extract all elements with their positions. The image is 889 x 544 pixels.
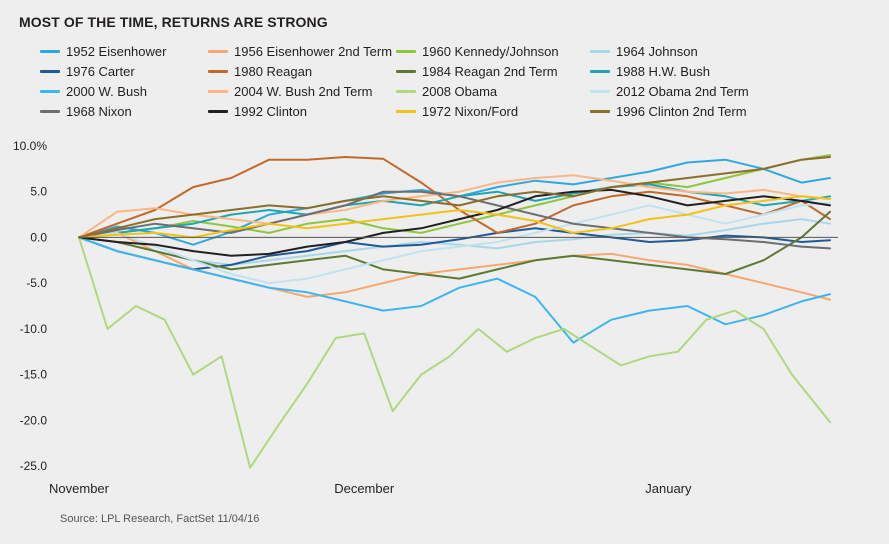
legend-swatch <box>590 109 610 113</box>
legend-label: 1992 Clinton <box>234 103 307 119</box>
legend-item: 1964 Johnson <box>590 42 698 60</box>
legend-item: 1980 Reagan <box>208 62 312 80</box>
y-tick-label: -10.0 <box>20 322 48 336</box>
legend-swatch <box>396 49 416 53</box>
series-line-14 <box>78 195 831 239</box>
series-line-4 <box>78 227 831 271</box>
series-line-8 <box>78 236 831 344</box>
legend-swatch <box>208 69 228 73</box>
legend-label: 1952 Eisenhower <box>66 43 167 59</box>
legend-item: 2008 Obama <box>396 82 497 100</box>
legend-label: 1980 Reagan <box>234 63 313 79</box>
y-tick-label: 10.0% <box>13 139 47 153</box>
legend-label: 2000 W. Bush <box>66 83 147 99</box>
series-line-3 <box>78 218 831 266</box>
legend-label: 1988 H.W. Bush <box>616 63 710 79</box>
y-tick-label: -15.0 <box>20 368 48 382</box>
legend-item: 1988 H.W. Bush <box>590 62 710 80</box>
legend-item: 1956 Eisenhower 2nd Term <box>208 42 392 60</box>
legend-swatch <box>396 89 416 93</box>
legend-swatch <box>590 89 610 93</box>
series-line-6 <box>78 210 831 280</box>
series-line-15 <box>78 156 831 239</box>
legend-label: 1964 Johnson <box>616 43 698 59</box>
chart-title: MOST OF THE TIME, RETURNS ARE STRONG <box>19 14 328 30</box>
series-line-10 <box>78 236 831 469</box>
legend-item: 2012 Obama 2nd Term <box>590 82 749 100</box>
series-line-9 <box>78 174 831 239</box>
legend-label: 1976 Carter <box>66 63 135 79</box>
legend-label: 1984 Reagan 2nd Term <box>422 63 558 79</box>
legend-item: 1984 Reagan 2nd Term <box>396 62 558 80</box>
y-tick-label: 5.0 <box>30 185 47 199</box>
legend-item: 1992 Clinton <box>208 102 307 120</box>
y-tick-label: 0.0 <box>30 230 47 244</box>
series-line-13 <box>78 188 831 257</box>
legend-item: 1952 Eisenhower <box>40 42 166 60</box>
legend-item: 2000 W. Bush <box>40 82 147 100</box>
legend-label: 1960 Kennedy/Johnson <box>422 43 559 59</box>
source-note: Source: LPL Research, FactSet 11/04/16 <box>60 513 260 525</box>
legend-label: 1968 Nixon <box>66 103 132 119</box>
legend-label: 2012 Obama 2nd Term <box>616 83 749 99</box>
x-tick-label: December <box>334 481 395 496</box>
legend-item: 1996 Clinton 2nd Term <box>590 102 747 120</box>
legend-label: 1996 Clinton 2nd Term <box>616 103 747 119</box>
series-line-11 <box>78 201 831 285</box>
legend-swatch <box>396 69 416 73</box>
y-tick-label: -5.0 <box>26 276 47 290</box>
legend-label: 2008 Obama <box>422 83 498 99</box>
chart-legend: 1952 Eisenhower 1956 Eisenhower 2nd Term 1… <box>40 42 840 122</box>
legend-swatch <box>590 49 610 53</box>
legend-swatch <box>40 109 60 113</box>
legend-label: 2004 W. Bush 2nd Term <box>234 83 373 99</box>
legend-label: 1956 Eisenhower 2nd Term <box>234 43 393 59</box>
legend-item: 1968 Nixon <box>40 102 132 120</box>
legend-label: 1972 Nixon/Ford <box>422 103 519 119</box>
legend-swatch <box>208 89 228 93</box>
legend-swatch <box>590 69 610 73</box>
y-tick-label: -25.0 <box>20 459 48 473</box>
legend-item: 2004 W. Bush 2nd Term <box>208 82 373 100</box>
legend-swatch <box>40 49 60 53</box>
legend-swatch <box>40 69 60 73</box>
legend-swatch <box>40 89 60 93</box>
legend-item: 1972 Nixon/Ford <box>396 102 518 120</box>
x-tick-label: November <box>49 481 110 496</box>
legend-item: 1976 Carter <box>40 62 135 80</box>
series-line-12 <box>78 190 831 250</box>
legend-swatch <box>396 109 416 113</box>
series-line-2 <box>78 154 831 239</box>
x-tick-label: January <box>645 481 692 496</box>
y-tick-label: -20.0 <box>20 413 48 427</box>
legend-item: 1960 Kennedy/Johnson <box>396 42 559 60</box>
legend-swatch <box>208 49 228 53</box>
legend-swatch <box>208 109 228 113</box>
